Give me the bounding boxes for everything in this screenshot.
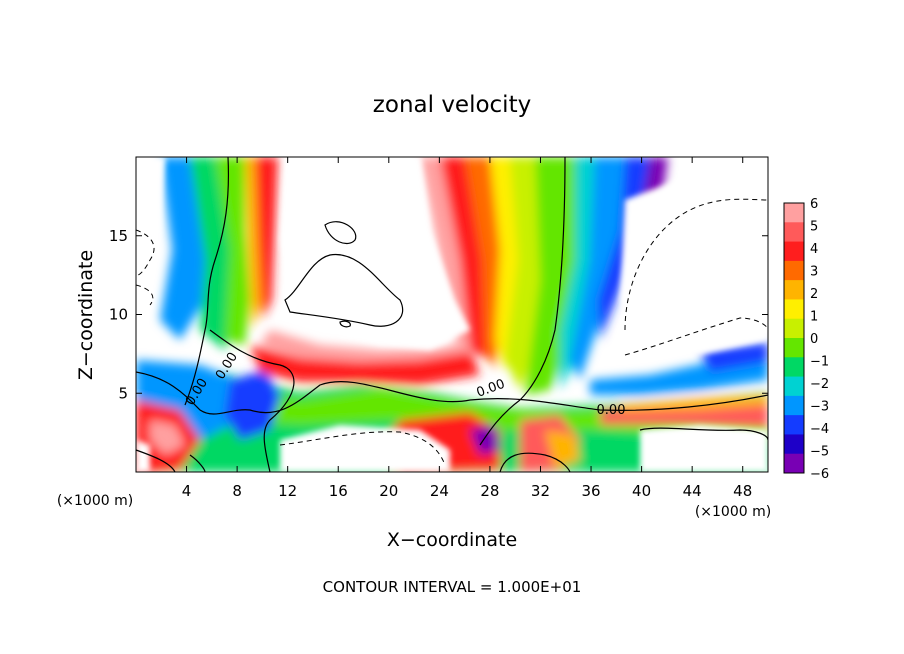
x-tick-label: 32 — [531, 482, 550, 500]
colorbar-swatch — [784, 434, 804, 455]
x-tick-label: 48 — [733, 482, 752, 500]
colorbar-swatch — [784, 338, 804, 358]
colorbar-swatch — [784, 395, 804, 416]
colorbar-frame — [783, 202, 805, 474]
x-axis-label: X−coordinate — [387, 529, 517, 551]
x-tick-label: 12 — [278, 482, 297, 500]
colorbar-swatch — [784, 376, 804, 397]
y-tick-label: 15 — [109, 227, 128, 245]
colorbar-tick-label: −6 — [810, 467, 829, 482]
colorbar-swatch — [784, 357, 804, 378]
y-tick-label: 10 — [109, 306, 128, 324]
contour-interval-footer: CONTOUR INTERVAL = 1.000E+01 — [323, 578, 582, 596]
colorbar-tick-label: 3 — [810, 265, 818, 280]
colorbar-swatch — [784, 203, 804, 223]
y-tick-label: 5 — [118, 384, 128, 402]
colorbar-tick-label: −5 — [810, 445, 829, 460]
x-tick-label: 40 — [632, 482, 651, 500]
colorbar-swatch — [784, 241, 804, 262]
x-axis: 4 8 12 16 20 24 28 32 36 40 44 48 — [182, 157, 752, 500]
colorbar-tick-label: 5 — [810, 220, 818, 235]
contour-lines — [136, 157, 768, 472]
x-tick-label: 44 — [683, 482, 702, 500]
x-tick-label: 24 — [430, 482, 449, 500]
colorbar-tick-label: 2 — [810, 287, 818, 302]
dashed-contours — [136, 198, 768, 466]
colorbar-tick-label: −4 — [810, 422, 829, 437]
colorbar-swatch — [784, 299, 804, 320]
x-tick-label: 20 — [379, 482, 398, 500]
colorbar-tick-label: 0 — [810, 332, 818, 347]
colorbar-tick-label: 1 — [810, 310, 818, 325]
y-unit-label: (×1000 m) — [57, 493, 133, 509]
x-unit-label: (×1000 m) — [695, 504, 771, 520]
contour-label: 0.00 — [597, 403, 626, 418]
y-axis-label: Z−coordinate — [75, 250, 97, 380]
x-tick-label: 28 — [480, 482, 499, 500]
colorbar-tick-label: −1 — [810, 355, 829, 370]
x-tick-label: 36 — [581, 482, 600, 500]
x-tick-label: 8 — [232, 482, 242, 500]
x-tick-label: 16 — [329, 482, 348, 500]
colorbar-swatch — [784, 318, 804, 339]
colorbar-tick-label: −3 — [810, 400, 829, 415]
colorbar-tick-label: −2 — [810, 377, 829, 392]
colorbar: 6 5 4 3 2 1 0 −1 −2 −3 −4 −5 −6 — [783, 197, 829, 482]
colorbar-swatch — [784, 453, 804, 474]
colorbar-tick-label: 6 — [810, 197, 818, 212]
colorbar-swatch — [784, 260, 804, 281]
x-tick-label: 4 — [182, 482, 192, 500]
colorbar-swatch — [784, 415, 804, 435]
velocity-field — [136, 157, 768, 472]
chart-title: zonal velocity — [373, 92, 531, 118]
y-axis: 5 10 15 — [109, 227, 768, 402]
colorbar-tick-label: 4 — [810, 242, 818, 257]
colorbar-swatch — [784, 222, 804, 243]
colorbar-swatch — [784, 280, 804, 300]
